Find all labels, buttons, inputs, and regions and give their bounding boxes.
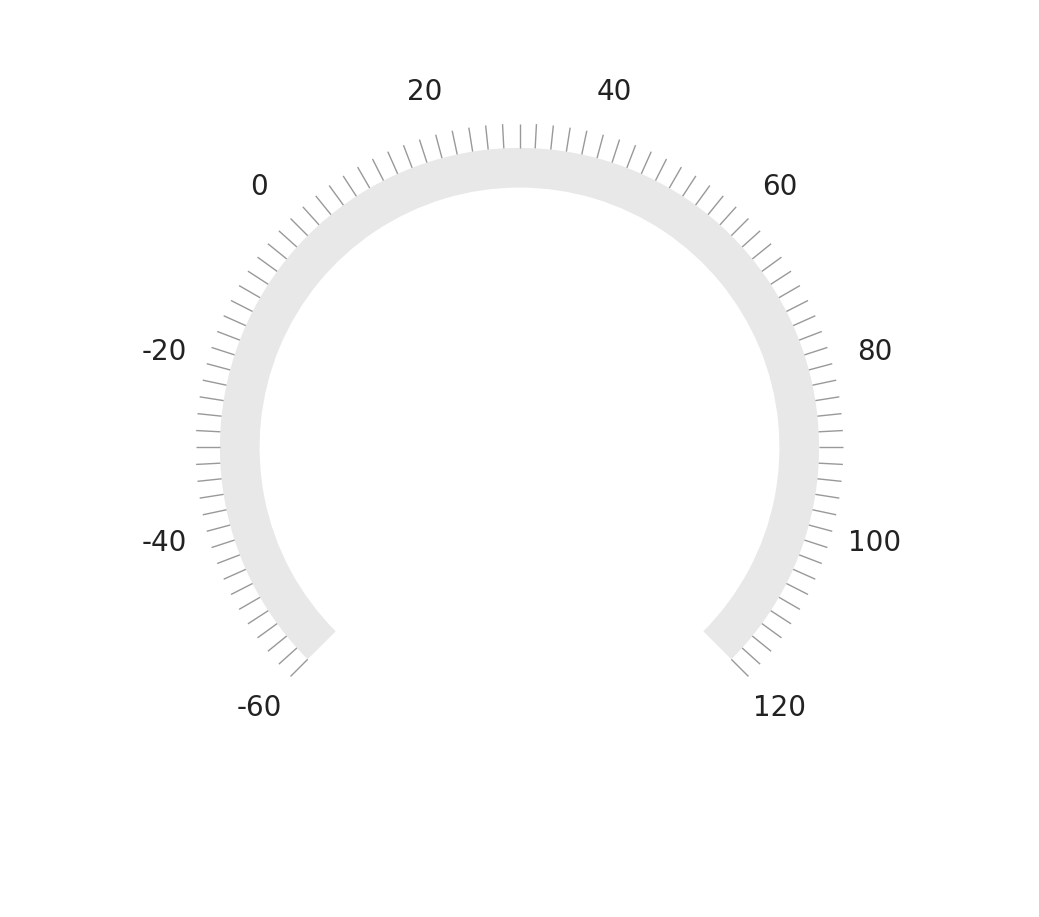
Text: 20: 20 <box>406 78 442 106</box>
Text: -20: -20 <box>141 338 187 366</box>
Text: 80: 80 <box>857 338 893 366</box>
Text: 100: 100 <box>848 529 902 557</box>
Text: -60: -60 <box>237 693 282 722</box>
Text: -40: -40 <box>141 529 187 557</box>
Text: 40: 40 <box>597 78 633 106</box>
Text: 120: 120 <box>753 693 806 722</box>
Text: 0: 0 <box>250 173 268 202</box>
Wedge shape <box>220 148 819 659</box>
Text: 60: 60 <box>762 173 797 202</box>
